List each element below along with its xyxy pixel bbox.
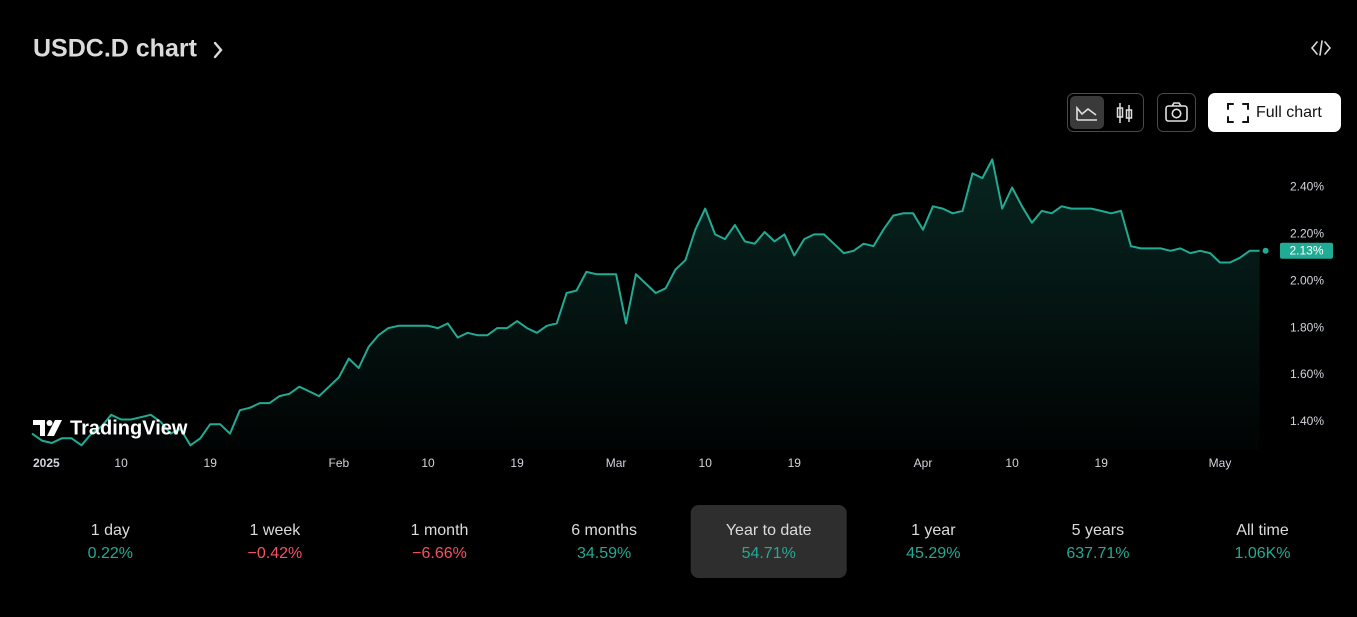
- full-chart-button[interactable]: [1208, 93, 1341, 132]
- y-tick-label: 2.40%: [1290, 180, 1324, 194]
- x-tick-label: Apr: [914, 456, 933, 470]
- period-label[interactable]: 1 week: [250, 522, 302, 539]
- area-style-button[interactable]: [1070, 96, 1104, 129]
- camera-icon: [1165, 102, 1188, 122]
- period-change[interactable]: 34.59%: [577, 545, 631, 562]
- x-tick-label: 19: [1095, 456, 1109, 470]
- area-fill: [32, 159, 1260, 450]
- title-chevron[interactable]: [213, 41, 223, 59]
- last-point: [1262, 247, 1269, 254]
- y-tick-label: 2.20%: [1290, 227, 1324, 241]
- y-tick-label: 1.40%: [1290, 414, 1324, 428]
- period-change[interactable]: 0.22%: [88, 545, 133, 562]
- x-tick-label: 19: [510, 456, 524, 470]
- x-tick-label: Feb: [329, 456, 350, 470]
- x-tick-label: 10: [421, 456, 435, 470]
- tradingview-logo: [33, 420, 62, 436]
- fullscreen-icon: [1227, 103, 1249, 123]
- full-chart-label[interactable]: Full chart: [1256, 104, 1322, 121]
- period-label[interactable]: Year to date: [726, 522, 812, 539]
- x-tick-label: May: [1209, 456, 1232, 470]
- y-tick-label: 1.60%: [1290, 367, 1324, 381]
- embed-icon[interactable]: [1310, 40, 1332, 56]
- x-tick-label: 10: [1005, 456, 1019, 470]
- period-change[interactable]: 637.71%: [1066, 545, 1129, 562]
- price-line: [31, 158, 1260, 447]
- x-tick-label: 10: [699, 456, 713, 470]
- plot-area: 1.40% 1.60% 1.80% 2.00% 2.20% 2.40% 2025 10 19 Fe…: [31, 158, 1333, 470]
- period-change[interactable]: −0.42%: [248, 545, 303, 562]
- x-tick-label: 19: [788, 456, 802, 470]
- x-tick-label: 19: [204, 456, 218, 470]
- last-value-label: 2.13%: [1289, 243, 1323, 257]
- period-change[interactable]: −6.66%: [412, 545, 467, 562]
- snapshot-button[interactable]: [1157, 93, 1196, 132]
- period-label[interactable]: 5 years: [1072, 522, 1124, 539]
- x-tick-label: Mar: [606, 456, 627, 470]
- area-icon: [1076, 105, 1097, 121]
- period-label[interactable]: 1 year: [911, 522, 956, 539]
- period-label[interactable]: 6 months: [571, 522, 637, 539]
- chart-title[interactable]: USDC.D chart: [33, 35, 198, 63]
- period-label[interactable]: 1 month: [411, 522, 469, 539]
- period-change[interactable]: 45.29%: [906, 545, 960, 562]
- y-tick-label: 2.00%: [1290, 273, 1324, 287]
- x-tick-label: 10: [114, 456, 128, 470]
- period-change[interactable]: 1.06K%: [1234, 545, 1290, 562]
- period-label[interactable]: All time: [1236, 522, 1289, 539]
- last-value-badge: [1280, 242, 1333, 259]
- y-tick-label: 1.80%: [1290, 320, 1324, 334]
- active-tab-bg: [690, 505, 847, 578]
- candle-style-button[interactable]: [1116, 103, 1133, 123]
- period-change[interactable]: 54.71%: [742, 545, 796, 562]
- watermark: TradingView: [70, 417, 188, 439]
- period-label[interactable]: 1 day: [91, 522, 130, 539]
- x-tick-label: 2025: [33, 456, 60, 470]
- period-tabs: 1 day 0.22% 1 week −0.42% 1 month −6.66% 6 mon…: [88, 505, 1291, 578]
